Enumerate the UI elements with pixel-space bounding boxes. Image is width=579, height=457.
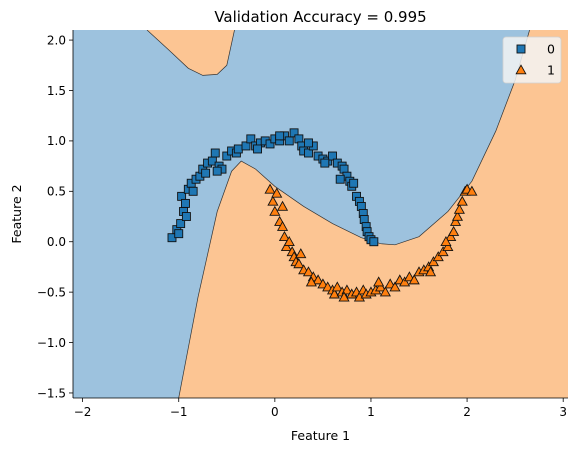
data-point-class-1: [379, 286, 391, 297]
data-point-class-0: [275, 131, 285, 141]
data-point-class-1: [442, 241, 454, 252]
y-tick-label: −1.5: [37, 386, 66, 400]
region-class-1-top: [147, 30, 235, 76]
decision-regions: [73, 30, 568, 398]
data-point-class-1: [267, 195, 279, 206]
data-point-class-0: [201, 168, 211, 178]
data-point-class-1: [331, 281, 343, 292]
data-point-class-0: [328, 151, 337, 161]
data-point-class-0: [320, 158, 330, 168]
data-points: [167, 128, 478, 302]
data-point-class-1: [328, 288, 341, 299]
data-point-class-1: [424, 266, 437, 277]
data-point-class-0: [335, 174, 345, 184]
data-point-class-0: [222, 151, 232, 161]
data-point-class-1: [373, 276, 385, 287]
data-point-class-1: [375, 281, 387, 292]
x-tick-label: 2: [463, 405, 471, 419]
data-point-class-1: [449, 215, 462, 226]
data-point-class-1: [280, 241, 292, 252]
x-tick-label: 1: [367, 405, 375, 419]
y-axis-label: Feature 2: [9, 184, 24, 243]
legend: 01: [502, 36, 562, 84]
y-tick-label: −1.0: [37, 336, 66, 350]
data-point-class-0: [304, 148, 313, 158]
data-point-class-0: [253, 144, 262, 154]
data-point-class-0: [210, 148, 220, 158]
data-point-class-1: [264, 183, 276, 194]
data-point-class-1: [466, 185, 478, 196]
legend-label-0: 0: [547, 42, 555, 57]
data-point-class-1: [437, 246, 449, 257]
data-point-class-1: [276, 200, 289, 211]
legend-label-1: 1: [547, 63, 555, 78]
x-tick-label: −2: [74, 405, 92, 419]
data-point-class-1: [341, 284, 353, 295]
data-point-class-1: [283, 235, 295, 247]
data-point-class-1: [278, 230, 291, 241]
region-class-1-main: [178, 30, 568, 398]
x-axis-label: Feature 1: [291, 428, 350, 443]
chart-title: Validation Accuracy = 0.995: [214, 8, 426, 26]
legend-marker-0: [516, 44, 526, 54]
data-point-class-1: [295, 248, 307, 259]
data-point-class-0: [188, 186, 198, 196]
data-point-class-0: [369, 237, 379, 247]
data-point-class-1: [427, 256, 440, 267]
data-point-class-1: [432, 251, 444, 262]
y-tick-label: −0.5: [37, 285, 66, 299]
data-point-class-1: [456, 195, 468, 206]
x-tick-label: 0: [271, 405, 279, 419]
data-point-class-0: [289, 128, 299, 138]
data-point-class-1: [453, 203, 465, 214]
data-point-class-0: [181, 198, 190, 208]
data-point-class-0: [212, 166, 222, 176]
x-tick-label: 3: [559, 405, 567, 419]
data-point-class-1: [312, 274, 324, 285]
y-tick-label: 1.0: [47, 134, 66, 148]
data-point-class-0: [241, 141, 251, 151]
data-point-class-1: [408, 274, 420, 285]
axes: −2 −1 0 1 2 3−1.5−1.0−0.50.00.51.01.52.0: [37, 30, 568, 419]
data-point-class-0: [246, 134, 256, 144]
data-point-class-1: [302, 266, 315, 277]
data-point-class-1: [271, 187, 283, 198]
data-point-class-1: [445, 230, 457, 241]
data-point-class-0: [284, 136, 294, 146]
data-point-class-1: [451, 210, 464, 221]
data-point-class-0: [174, 229, 184, 239]
data-point-class-1: [269, 205, 281, 216]
data-point-class-0: [176, 219, 186, 229]
data-point-class-1: [440, 235, 452, 247]
data-point-class-1: [305, 276, 317, 287]
data-point-class-0: [304, 138, 313, 148]
data-point-class-0: [265, 139, 275, 149]
data-point-class-1: [293, 258, 305, 269]
data-point-class-0: [181, 212, 191, 221]
data-point-class-0: [349, 178, 359, 188]
data-point-class-1: [276, 220, 289, 231]
legend-marker-1: [515, 64, 527, 75]
data-point-class-1: [338, 291, 350, 302]
y-tick-label: 1.5: [47, 84, 66, 98]
x-tick-label: −1: [170, 405, 188, 419]
y-tick-label: 2.0: [47, 33, 66, 47]
decision-boundary-line: [178, 30, 530, 398]
data-point-class-1: [389, 281, 401, 292]
data-point-class-1: [448, 225, 460, 236]
data-point-class-0: [233, 144, 243, 154]
y-tick-label: 0.5: [47, 185, 66, 199]
decision-boundary-line-top: [146, 30, 235, 76]
y-tick-label: 0.0: [47, 235, 66, 249]
data-point-class-1: [399, 276, 411, 287]
